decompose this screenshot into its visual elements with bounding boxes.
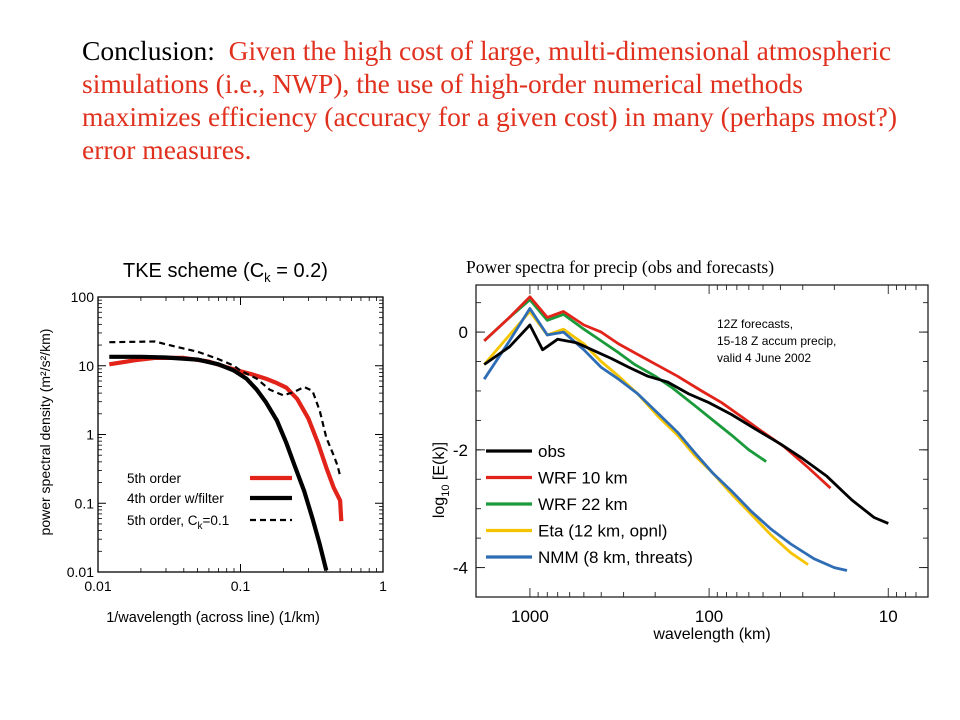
right-x-tick-label: 100 <box>695 607 723 626</box>
left-y-tick-label: 10 <box>78 358 94 374</box>
right-series-line-3 <box>483 298 767 463</box>
precip-spectrum-chart: 1000 100 100-2-4 12Z forecasts,15-18 Z acc… <box>431 284 929 643</box>
left-series-line-3 <box>109 340 342 477</box>
left-x-axis-label: 1/wavelength (across line) (1/km) <box>106 610 320 626</box>
left-legend-label-1: 5th order <box>127 471 182 486</box>
left-y-tick-label: 0.01 <box>67 564 94 580</box>
right-plot-frame <box>475 284 929 598</box>
left-series-line-2 <box>109 354 329 572</box>
right-legend-label-3: WRF 22 km <box>538 495 628 514</box>
conclusion-text: Conclusion: Given the high cost of large… <box>82 34 902 166</box>
left-y-tick-label: 100 <box>71 289 95 305</box>
forecast-annotation: 12Z forecasts, 15-18 Z accum precip, valid… <box>717 317 836 365</box>
right-legend-label-4: Eta (12 km, opnl) <box>538 522 667 541</box>
annotation-line-3: valid 4 June 2002 <box>717 351 811 365</box>
right-y-tick-label: 0 <box>459 323 468 342</box>
right-y-tick-label: -2 <box>453 441 468 460</box>
left-legend-label-2: 4th order w/filter <box>127 491 224 506</box>
right-legend-label-2: WRF 10 km <box>538 469 628 488</box>
left-y-axis-label: power spectral density (m²/s²/km) <box>37 329 53 536</box>
right-series-line-5 <box>483 307 848 572</box>
annotation-line-2: 15-18 Z accum precip, <box>717 334 836 348</box>
left-y-tick-label: 1 <box>86 427 94 443</box>
right-legend: obs WRF 10 km WRF 22 km Eta (12 km, opnl) NM… <box>486 442 693 567</box>
left-plot-frame <box>97 296 384 573</box>
left-x-tick-label: 1 <box>379 578 387 594</box>
left-y-tick-label: 0.1 <box>75 495 95 511</box>
annotation-line-1: 12Z forecasts, <box>717 317 793 331</box>
tke-spectrum-chart: TKE scheme (Ck = 0.2) 0.01 0.1 1 0.01 0.1 1 10… <box>37 260 387 626</box>
left-x-tick-label: 0.01 <box>84 578 111 594</box>
right-y-tick-label: -4 <box>453 559 468 578</box>
conclusion-lead: Conclusion: <box>82 35 215 66</box>
right-chart-title: Power spectra for precip (obs and foreca… <box>466 257 775 277</box>
right-legend-label-1: obs <box>538 442 565 461</box>
left-plot-area: 0.01 0.1 1 0.01 0.1 1 10 100 <box>67 289 387 594</box>
right-series-line-1 <box>483 323 889 525</box>
right-x-tick-label: 10 <box>879 607 898 626</box>
right-x-axis-label: wavelength (km) <box>652 626 770 643</box>
right-y-axis-label: log10 [E(k)] <box>431 442 452 518</box>
left-legend-label-3: 5th order, Ck=0.1 <box>127 513 229 532</box>
right-plot-area: 1000 100 100-2-4 <box>453 284 929 626</box>
right-legend-label-5: NMM (8 km, threats) <box>538 548 693 567</box>
right-x-tick-label: 1000 <box>511 607 549 626</box>
conclusion-body: Given the high cost of large, multi-dime… <box>82 35 897 165</box>
left-chart-title: TKE scheme (Ck = 0.2) <box>123 260 328 285</box>
left-legend: 5th order 4th order w/filter 5th order, Ck… <box>127 471 292 532</box>
left-x-tick-label: 0.1 <box>231 578 251 594</box>
